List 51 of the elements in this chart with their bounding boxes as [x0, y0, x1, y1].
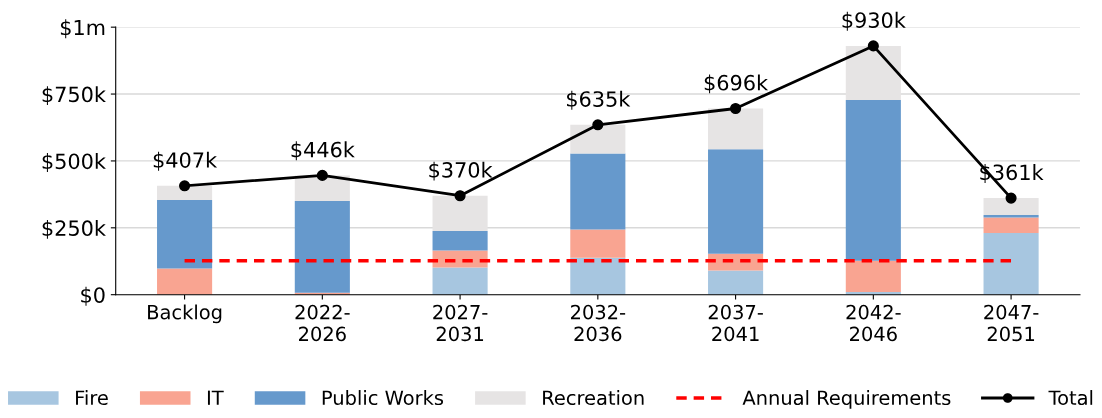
bar [570, 153, 626, 230]
bar [432, 195, 488, 232]
x-tick-label: 2032- 2036 [571, 304, 626, 342]
data-label: $635k [567, 90, 631, 110]
point [730, 102, 742, 115]
bar [983, 232, 1039, 295]
bar [983, 198, 1039, 215]
x-tick-label: 2027- 2031 [433, 304, 488, 342]
bar [983, 217, 1039, 233]
data-label: $370k [429, 161, 493, 181]
legend-label: IT [207, 390, 224, 405]
y-tick-label: $500k [42, 153, 106, 172]
x-tick-label: 2042- 2046 [846, 304, 901, 342]
bar [157, 268, 213, 295]
y-tick-label: $750k [42, 86, 106, 106]
point [1005, 192, 1017, 204]
data-label: $407k [153, 151, 218, 171]
bar [570, 124, 626, 154]
point [454, 190, 466, 202]
bar [845, 45, 901, 100]
legend-label: Public Works [322, 390, 444, 406]
bar [570, 257, 626, 295]
point [867, 40, 879, 52]
bar [157, 185, 213, 200]
legend-label: Recreation [543, 390, 644, 406]
legend-label: Total [1048, 390, 1093, 406]
x-tick-label: 2047- 2051 [984, 304, 1039, 342]
point [179, 180, 191, 192]
data-label: $446k [291, 141, 355, 161]
bar [432, 267, 488, 295]
bar [845, 260, 901, 293]
bar [432, 231, 488, 251]
data-label: $930k [842, 11, 906, 31]
data-label: $696k [704, 74, 769, 94]
point [316, 169, 328, 181]
y-tick-label: $0 [81, 286, 105, 306]
bar [708, 108, 764, 150]
legend-label: Annual Requirements [742, 390, 951, 409]
bar [708, 149, 764, 254]
bar [708, 270, 764, 295]
x-tick-label: 2022- 2026 [295, 304, 350, 342]
bar [570, 229, 626, 258]
bar [845, 99, 901, 261]
y-tick-label: $1m [60, 19, 105, 39]
bar [294, 201, 350, 293]
legend-label: Fire [76, 390, 108, 406]
x-tick-label: 2037- 2041 [708, 304, 763, 342]
x-tick-label: Backlog [148, 304, 222, 324]
point [592, 119, 604, 131]
bar [157, 199, 213, 269]
y-tick-label: $250k [42, 219, 106, 239]
